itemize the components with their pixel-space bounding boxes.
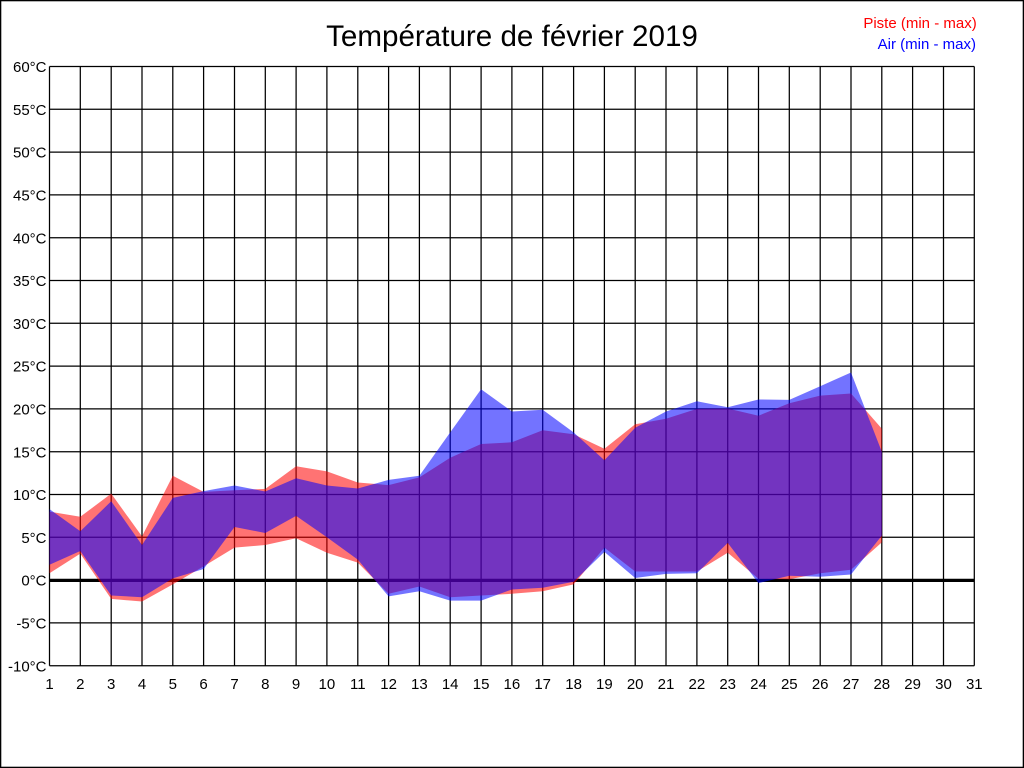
- svg-text:1: 1: [45, 676, 53, 693]
- svg-text:18: 18: [565, 676, 582, 693]
- svg-text:10: 10: [319, 676, 336, 693]
- svg-text:25: 25: [781, 676, 798, 693]
- svg-text:26: 26: [812, 676, 829, 693]
- svg-text:28: 28: [873, 676, 890, 693]
- svg-text:12: 12: [380, 676, 397, 693]
- svg-text:14: 14: [442, 676, 459, 693]
- svg-text:29: 29: [904, 676, 921, 693]
- svg-text:3: 3: [107, 676, 115, 693]
- svg-text:Température de février 2019: Température de février 2019: [326, 20, 698, 53]
- svg-text:55°C: 55°C: [13, 102, 47, 119]
- svg-text:35°C: 35°C: [13, 273, 47, 290]
- svg-text:10°C: 10°C: [13, 487, 47, 504]
- svg-text:22: 22: [689, 676, 706, 693]
- svg-text:0°C: 0°C: [21, 573, 46, 590]
- svg-text:5°C: 5°C: [21, 530, 46, 547]
- svg-text:16: 16: [504, 676, 521, 693]
- svg-text:-10°C: -10°C: [8, 658, 47, 675]
- svg-text:45°C: 45°C: [13, 188, 47, 205]
- svg-text:2: 2: [76, 676, 84, 693]
- svg-text:Air (min - max): Air (min - max): [878, 36, 976, 53]
- svg-text:23: 23: [719, 676, 736, 693]
- svg-text:15: 15: [473, 676, 490, 693]
- svg-text:20°C: 20°C: [13, 402, 47, 419]
- svg-text:27: 27: [843, 676, 860, 693]
- svg-text:15°C: 15°C: [13, 444, 47, 461]
- svg-text:24: 24: [750, 676, 767, 693]
- svg-text:6: 6: [199, 676, 207, 693]
- svg-text:-5°C: -5°C: [16, 616, 46, 633]
- svg-text:8: 8: [261, 676, 269, 693]
- svg-text:13: 13: [411, 676, 428, 693]
- svg-text:4: 4: [138, 676, 146, 693]
- svg-text:17: 17: [534, 676, 551, 693]
- svg-text:40°C: 40°C: [13, 230, 47, 247]
- svg-text:50°C: 50°C: [13, 145, 47, 162]
- svg-text:60°C: 60°C: [13, 59, 47, 76]
- svg-text:31: 31: [966, 676, 983, 693]
- svg-text:9: 9: [292, 676, 300, 693]
- svg-text:19: 19: [596, 676, 613, 693]
- svg-text:20: 20: [627, 676, 644, 693]
- svg-text:21: 21: [658, 676, 675, 693]
- svg-text:Piste (min - max): Piste (min - max): [863, 15, 976, 32]
- svg-text:30: 30: [935, 676, 952, 693]
- svg-text:11: 11: [350, 676, 366, 693]
- svg-text:5: 5: [169, 676, 177, 693]
- svg-text:7: 7: [230, 676, 238, 693]
- svg-text:25°C: 25°C: [13, 359, 47, 376]
- svg-text:30°C: 30°C: [13, 316, 47, 333]
